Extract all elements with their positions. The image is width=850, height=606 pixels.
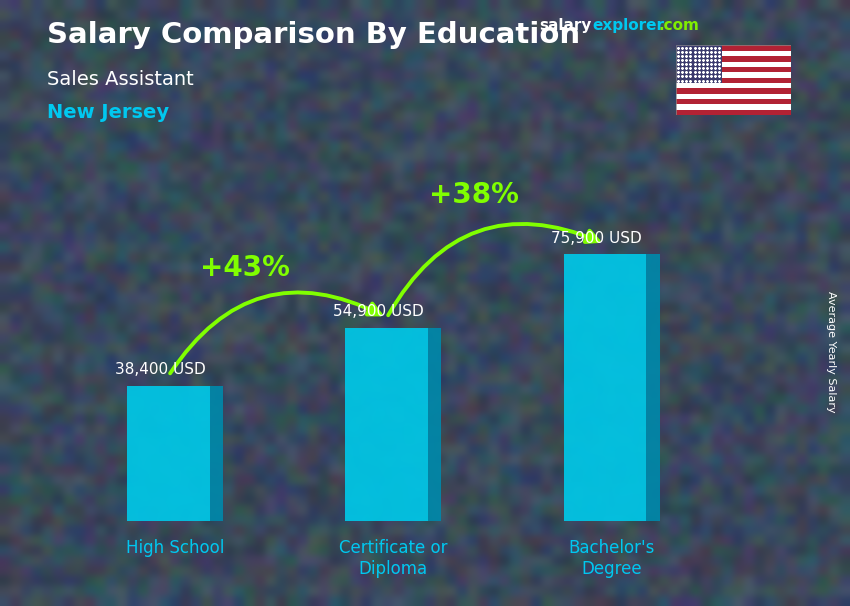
Text: Average Yearly Salary: Average Yearly Salary — [826, 291, 836, 412]
Bar — [676, 83, 790, 88]
Text: 38,400 USD: 38,400 USD — [115, 362, 205, 378]
Text: +43%: +43% — [200, 255, 290, 282]
Bar — [676, 94, 790, 99]
Text: +38%: +38% — [429, 181, 519, 208]
Text: Salary Comparison By Education: Salary Comparison By Education — [47, 21, 580, 49]
Text: Certificate or
Diploma: Certificate or Diploma — [339, 539, 448, 578]
Bar — [676, 51, 790, 56]
Bar — [676, 62, 790, 67]
Text: Bachelor's
Degree: Bachelor's Degree — [569, 539, 654, 578]
Bar — [676, 104, 790, 110]
Polygon shape — [647, 255, 660, 521]
Text: Sales Assistant: Sales Assistant — [47, 70, 194, 88]
Polygon shape — [428, 328, 441, 521]
Text: explorer: explorer — [592, 18, 665, 33]
Bar — [676, 67, 790, 72]
Bar — [676, 99, 790, 104]
Bar — [676, 56, 790, 62]
Bar — [676, 88, 790, 94]
Polygon shape — [564, 255, 647, 521]
Polygon shape — [345, 328, 428, 521]
Bar — [676, 110, 790, 115]
Polygon shape — [210, 386, 224, 521]
Bar — [676, 45, 790, 51]
Text: .com: .com — [659, 18, 700, 33]
Bar — [676, 72, 790, 78]
Bar — [676, 78, 790, 83]
Text: 54,900 USD: 54,900 USD — [332, 304, 423, 319]
Text: High School: High School — [126, 539, 224, 557]
Polygon shape — [128, 386, 210, 521]
Bar — [676, 45, 722, 83]
Text: 75,900 USD: 75,900 USD — [551, 231, 642, 245]
Text: New Jersey: New Jersey — [47, 103, 169, 122]
Text: salary: salary — [540, 18, 592, 33]
